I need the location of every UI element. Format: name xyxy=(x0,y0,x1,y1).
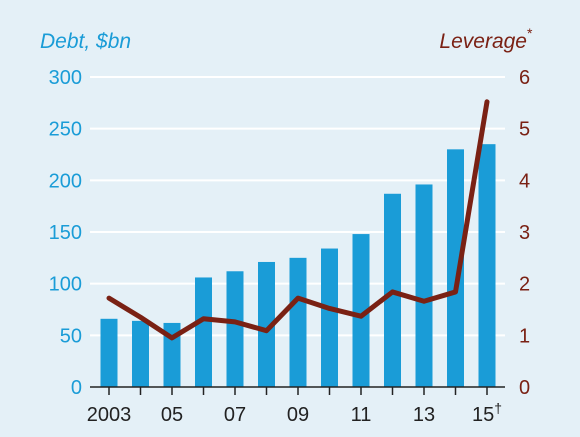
leverage-line xyxy=(106,99,490,341)
x-tick-label: 2003 xyxy=(87,404,132,426)
right-axis-title-footnote-mark: * xyxy=(527,25,533,41)
x-tick-footnote-mark: † xyxy=(494,400,502,416)
right-tick-label: 0 xyxy=(519,377,530,399)
right-axis-title: Leverage xyxy=(439,30,527,53)
right-axis-tick-labels: 0 1 2 3 4 5 6 xyxy=(519,67,530,399)
right-tick-label: 3 xyxy=(519,222,530,244)
right-tick-label: 5 xyxy=(519,119,530,141)
x-tick-label: 15† xyxy=(472,400,502,426)
debt-bar xyxy=(258,261,275,387)
debt-bar xyxy=(195,277,212,387)
left-tick-label: 150 xyxy=(49,222,82,244)
debt-bar xyxy=(100,318,118,387)
left-tick-label: 100 xyxy=(49,274,82,296)
x-tick-label: 07 xyxy=(224,404,246,426)
gridlines xyxy=(90,76,505,337)
right-tick-label: 6 xyxy=(519,67,530,89)
debt-bar xyxy=(447,149,464,387)
debt-bar xyxy=(478,144,496,387)
left-axis-title-text: Debt, $bn xyxy=(40,30,131,53)
x-axis-tick-labels: 2003 05 07 09 11 13 15† xyxy=(87,400,502,426)
left-tick-label: 300 xyxy=(49,67,82,89)
debt-bar xyxy=(415,184,433,387)
x-axis-ticks xyxy=(108,387,488,395)
x-tick-label: 09 xyxy=(287,404,309,426)
debt-bar xyxy=(132,320,149,387)
right-tick-label: 4 xyxy=(519,170,530,192)
debt-bar xyxy=(226,271,244,387)
x-tick-label: 13 xyxy=(413,404,435,426)
debt-bar xyxy=(321,248,338,387)
debt-bars xyxy=(100,144,496,387)
debt-bar xyxy=(289,257,307,387)
left-axis-tick-labels: 0 50 100 150 200 250 300 xyxy=(49,67,82,399)
right-axis-title-text: Leverage xyxy=(439,30,527,53)
x-tick-label: 05 xyxy=(161,404,183,426)
left-tick-label: 250 xyxy=(49,119,82,141)
leverage-line-path xyxy=(106,99,490,341)
left-tick-label: 0 xyxy=(71,377,82,399)
left-tick-label: 50 xyxy=(60,325,82,347)
right-tick-label: 2 xyxy=(519,274,530,296)
left-axis-title: Debt, $bn xyxy=(40,30,131,53)
left-tick-label: 200 xyxy=(49,170,82,192)
debt-bar xyxy=(163,322,181,387)
x-tick-label: 11 xyxy=(351,404,372,426)
debt-bar xyxy=(352,234,370,387)
right-tick-label: 1 xyxy=(519,325,530,347)
